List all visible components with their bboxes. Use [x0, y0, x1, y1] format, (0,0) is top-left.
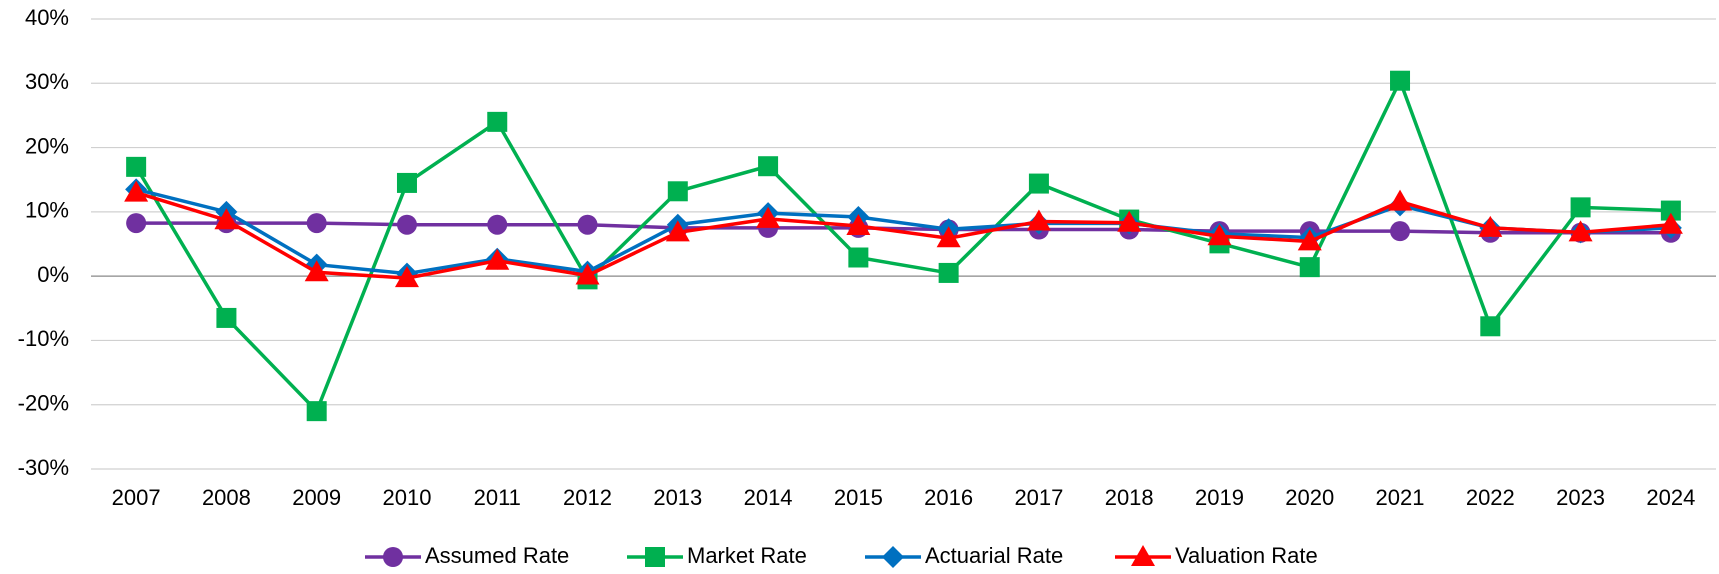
marker: [216, 307, 237, 328]
marker: [1568, 220, 1593, 242]
x-tick-label: 2016: [924, 485, 973, 510]
marker: [383, 547, 403, 567]
marker: [306, 401, 327, 422]
legend-label: Market Rate: [687, 543, 807, 568]
x-tick-label: 2008: [202, 485, 251, 510]
marker: [126, 213, 147, 234]
marker: [1480, 316, 1501, 337]
marker: [1478, 215, 1503, 237]
marker: [396, 214, 417, 235]
marker: [1570, 197, 1591, 218]
legend-label: Assumed Rate: [425, 543, 569, 568]
x-tick-label: 2023: [1556, 485, 1605, 510]
series-line: [135, 190, 1672, 280]
marker: [126, 156, 147, 177]
marker: [1131, 545, 1155, 566]
marker: [124, 180, 149, 202]
marker: [645, 547, 665, 567]
x-tick-label: 2017: [1014, 485, 1063, 510]
x-tick-label: 2013: [653, 485, 702, 510]
marker: [394, 266, 419, 288]
marker: [396, 172, 417, 193]
marker: [1297, 229, 1322, 251]
marker: [1390, 70, 1411, 91]
marker: [485, 248, 510, 270]
marker: [1390, 221, 1411, 242]
x-tick-label: 2018: [1105, 485, 1154, 510]
marker: [575, 263, 600, 285]
x-tick-label: 2019: [1195, 485, 1244, 510]
y-tick-label: 0%: [37, 262, 69, 287]
x-tick-label: 2022: [1466, 485, 1515, 510]
marker: [667, 181, 688, 202]
marker: [577, 214, 598, 235]
y-tick-label: 20%: [25, 133, 69, 158]
marker: [758, 156, 779, 177]
series-line: [135, 187, 1671, 276]
marker: [756, 206, 781, 228]
marker: [1117, 210, 1142, 232]
marker: [882, 546, 904, 568]
x-tick-label: 2012: [563, 485, 612, 510]
marker: [306, 213, 327, 234]
y-tick-label: 10%: [25, 198, 69, 223]
marker: [1028, 173, 1049, 194]
y-tick-label: -30%: [18, 455, 69, 480]
y-tick-label: -10%: [18, 326, 69, 351]
series-line: [134, 76, 1671, 415]
marker: [304, 260, 329, 282]
marker: [1299, 257, 1320, 278]
x-tick-label: 2007: [112, 485, 161, 510]
marker: [487, 111, 508, 132]
legend-label: Actuarial Rate: [925, 543, 1063, 568]
x-tick-label: 2021: [1376, 485, 1425, 510]
x-tick-label: 2014: [744, 485, 793, 510]
marker: [214, 208, 239, 230]
marker: [1388, 189, 1413, 211]
y-tick-label: 40%: [25, 5, 69, 30]
x-tick-label: 2010: [382, 485, 431, 510]
x-tick-label: 2015: [834, 485, 883, 510]
marker: [1026, 209, 1051, 231]
marker: [1660, 200, 1681, 221]
legend-label: Valuation Rate: [1175, 543, 1318, 568]
x-tick-label: 2024: [1646, 485, 1695, 510]
marker: [1658, 212, 1683, 234]
marker: [1207, 224, 1232, 246]
x-tick-label: 2009: [292, 485, 341, 510]
marker: [665, 220, 690, 242]
marker: [938, 262, 959, 283]
marker: [846, 214, 871, 235]
x-tick-label: 2011: [474, 485, 521, 510]
marker: [487, 214, 508, 235]
x-tick-label: 2020: [1285, 485, 1334, 510]
y-tick-label: -20%: [18, 391, 69, 416]
y-tick-label: 30%: [25, 69, 69, 94]
marker: [936, 226, 961, 248]
marker: [848, 247, 869, 268]
